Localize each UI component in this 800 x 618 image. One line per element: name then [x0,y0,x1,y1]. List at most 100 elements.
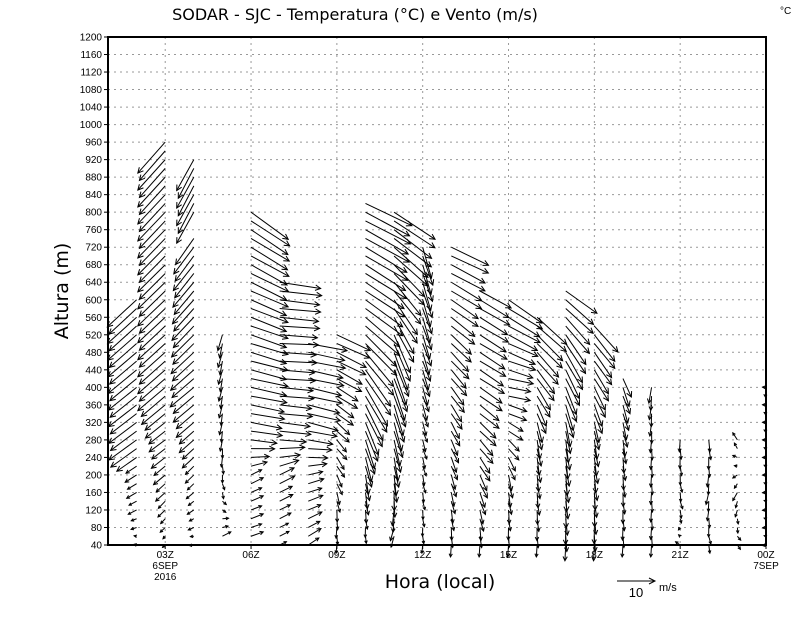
vector-head [424,422,429,428]
vector-head [571,408,578,416]
wind-vector [137,141,166,174]
wind-vector [593,422,601,444]
vector-head [394,481,401,489]
vector-head [454,433,460,440]
vector-shaft [565,439,569,463]
wind-vector [508,334,539,352]
vector-head [425,375,432,383]
wind-vector [536,334,564,362]
vector-head [487,457,494,465]
vector-shaft [365,387,388,427]
wind-vector [176,176,195,210]
vector-head [536,510,542,517]
wind-vector [422,325,433,351]
wind-vector [422,404,429,422]
vector-head [565,480,572,488]
wind-vector [365,360,395,396]
vector-shaft [307,537,320,546]
vector-shaft [565,395,577,422]
wind-vector [450,492,456,508]
vector-shaft [393,422,403,451]
vector-shaft [565,352,583,383]
vector-shaft [172,360,195,382]
wind-vector [593,334,616,363]
vector-shaft [450,369,467,389]
vector-shaft [109,395,137,418]
vector-shaft [565,360,583,390]
y-tick-label: 320 [85,418,102,429]
vector-head [171,375,179,382]
wind-vector [250,211,290,240]
wind-vector [450,422,460,440]
vector-head [425,320,433,328]
wind-vector [138,360,166,385]
vector-shaft [422,343,432,366]
wind-vector [564,439,571,464]
wind-vector [307,537,320,546]
wind-vector [173,246,195,275]
vector-shaft [279,512,292,520]
vector-head [137,336,144,344]
vector-shaft [137,176,166,208]
wind-vector [648,474,654,488]
vector-shaft [308,404,340,414]
wind-vector [188,518,195,522]
vector-head [483,493,488,499]
vector-head [577,376,583,384]
wind-vector [679,518,683,524]
vector-head [706,533,711,538]
wind-vector [308,395,344,406]
vector-head [761,420,766,425]
vector-head [609,355,616,363]
wind-vector [508,474,514,492]
vector-head [471,320,479,328]
wind-vector [250,316,288,333]
vector-head [259,512,265,518]
wind-vector [479,325,510,343]
vector-head [389,536,394,542]
vector-shaft [508,474,513,491]
wind-vector [336,483,343,496]
y-tick-label: 760 [85,225,102,236]
vector-shaft [250,523,262,528]
vector-head [138,259,146,267]
wind-vector [279,308,322,315]
wind-vector [308,351,346,363]
vector-shaft [250,316,287,332]
vector-head [285,530,290,535]
vector-shaft [279,395,314,400]
vector-shaft [250,421,282,429]
vector-head [305,404,313,412]
wind-vector [421,492,426,504]
y-tick-label: 720 [85,243,102,254]
vector-head [128,502,133,506]
vector-shaft [308,360,346,369]
vector-head [524,387,532,394]
vector-head [334,534,339,540]
vector-head [456,415,463,423]
vector-head [137,201,144,208]
vector-head [138,310,146,318]
wind-vector [140,404,166,426]
wind-vector [136,351,166,378]
vector-shaft [622,404,629,424]
vector-shaft [508,343,539,357]
vector-head [508,510,513,516]
vector-shaft [139,290,166,317]
vector-shaft [158,500,166,509]
vector-head [262,460,269,466]
wind-vector [422,466,428,477]
vector-shaft [155,483,166,493]
vector-shaft [365,211,410,237]
wind-vector [451,255,490,274]
vector-shaft [250,238,290,262]
vector-head [219,438,224,444]
vector-head [398,429,405,437]
vector-shaft [735,501,738,508]
wind-vector [335,509,340,523]
vector-head [309,377,317,384]
wind-vector [479,439,494,457]
vector-shaft [153,474,166,486]
wind-vector [250,238,291,262]
vector-shaft [219,360,223,375]
